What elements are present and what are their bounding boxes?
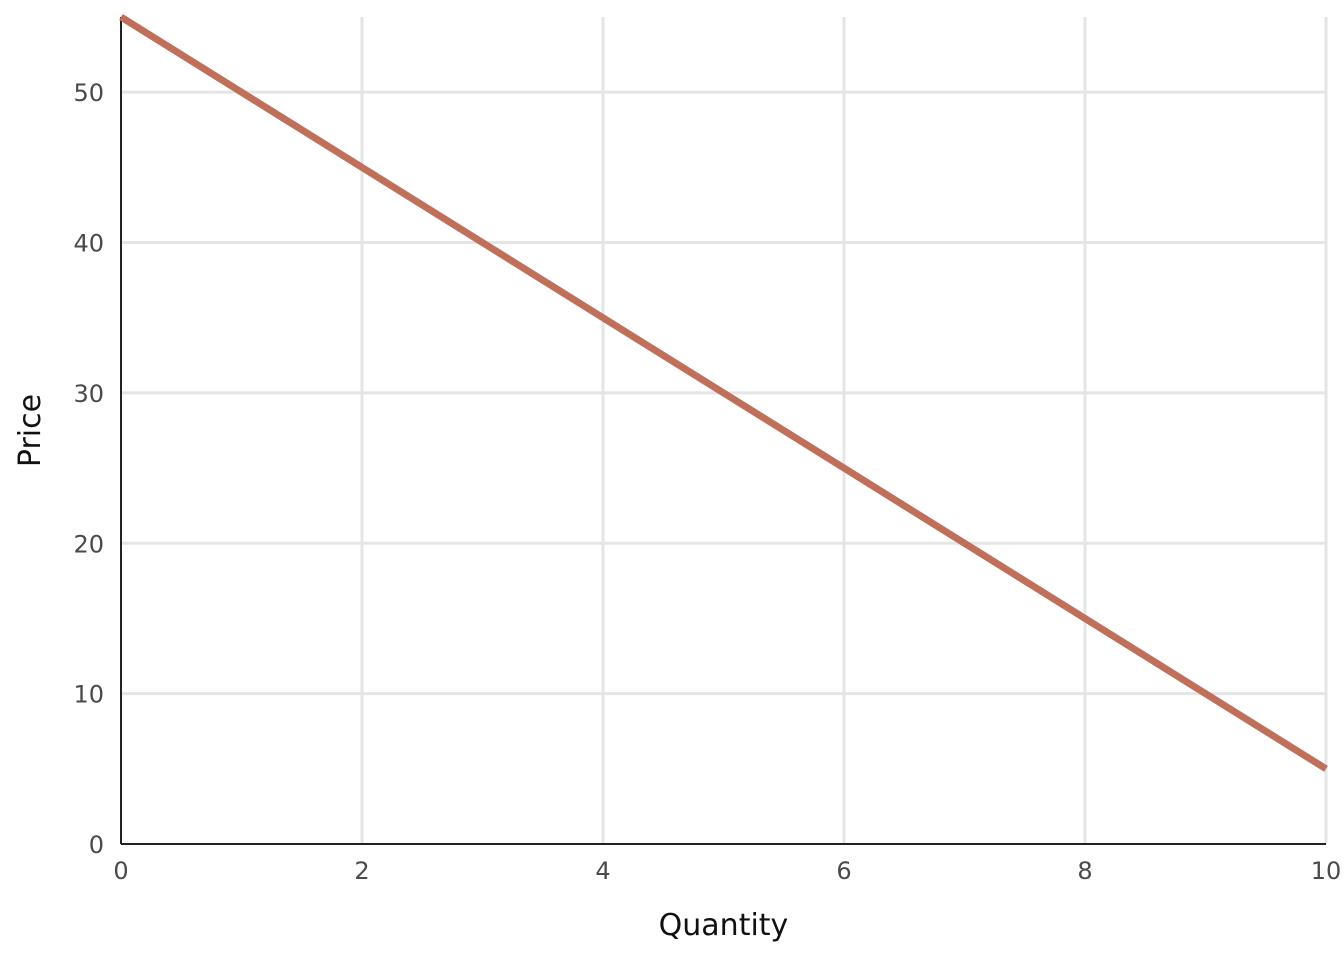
x-tick-labels: 0 2 4 6 8 10 — [113, 857, 1341, 885]
y-tick-labels: 0 10 20 30 40 50 — [73, 79, 104, 859]
y-tick-label: 20 — [73, 530, 104, 558]
x-axis-title: Quantity — [659, 908, 789, 943]
x-tick-label: 10 — [1311, 857, 1342, 885]
x-tick-label: 6 — [836, 857, 851, 885]
y-tick-label: 40 — [73, 230, 104, 258]
grid — [121, 17, 1328, 844]
series-group — [119, 14, 1328, 772]
axes — [120, 17, 1326, 845]
y-tick-label: 50 — [73, 79, 104, 107]
x-tick-label: 8 — [1077, 857, 1092, 885]
y-tick-label: 30 — [73, 380, 104, 408]
series-line — [119, 14, 1328, 772]
y-axis-title: Price — [13, 394, 48, 467]
x-tick-label: 0 — [113, 857, 128, 885]
y-tick-label: 10 — [73, 681, 104, 709]
y-tick-label: 0 — [89, 831, 104, 859]
x-tick-label: 4 — [595, 857, 610, 885]
x-tick-label: 2 — [354, 857, 369, 885]
